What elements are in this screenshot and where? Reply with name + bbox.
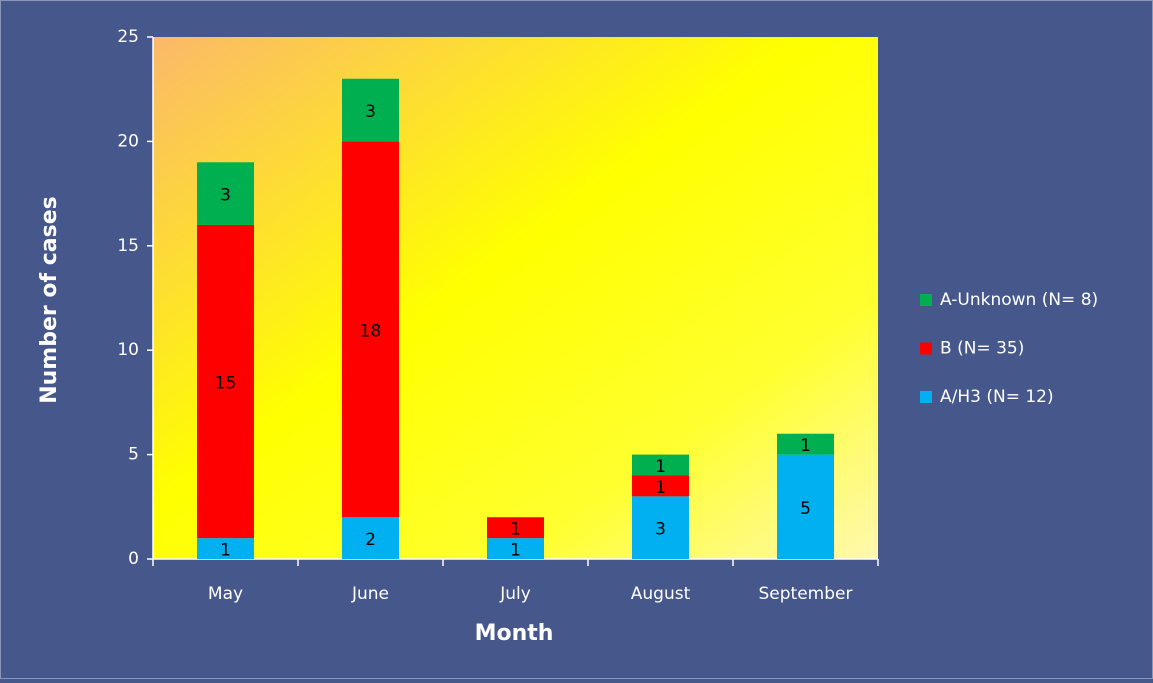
x-tick-label: August [631,584,691,604]
data-label: 18 [360,321,382,341]
bar-segment [197,162,254,225]
y-tick-label: 25 [117,27,139,47]
x-tick-label: July [499,584,531,604]
bar-segment [197,538,254,559]
y-tick-label: 5 [128,445,139,465]
bar-segment [487,517,544,539]
data-label: 15 [215,374,237,394]
bar-segment [632,496,689,559]
bar-segment [342,141,399,518]
y-tick-label: 20 [117,131,139,151]
data-label: 1 [220,541,231,561]
bar-segment [487,538,544,559]
bar-segment [777,433,834,455]
legend-label: A/H3 (N= 12) [940,387,1054,407]
data-label: 3 [365,102,376,122]
plot-area [153,37,878,559]
data-label: 1 [510,541,521,561]
bar-segment [632,475,689,497]
bar-segment [777,454,834,559]
legend-label: A-Unknown (N= 8) [940,290,1098,310]
x-tick-label: September [759,584,853,604]
bar-segment [342,517,399,559]
legend-label: B (N= 35) [940,339,1024,359]
data-label: 1 [510,520,521,540]
legend-swatch [920,391,932,403]
y-tick-label: 15 [117,236,139,256]
data-label: 2 [365,530,376,550]
y-tick-label: 0 [128,549,139,569]
legend-swatch [920,342,932,355]
x-tick-label: May [208,584,243,604]
x-tick-label: June [351,584,389,604]
bar-segment [342,78,399,142]
bar-segment [632,454,689,476]
data-label: 3 [220,186,231,206]
data-label: 1 [655,478,666,498]
data-label: 1 [655,457,666,477]
legend-swatch [920,294,932,306]
data-label: 5 [800,499,811,519]
y-axis-title: Number of cases [37,196,62,404]
bar-segment [197,224,254,539]
data-label: 3 [655,520,666,540]
data-label: 1 [800,436,811,456]
y-tick-label: 10 [117,340,139,360]
x-axis-title: Month [475,621,554,646]
